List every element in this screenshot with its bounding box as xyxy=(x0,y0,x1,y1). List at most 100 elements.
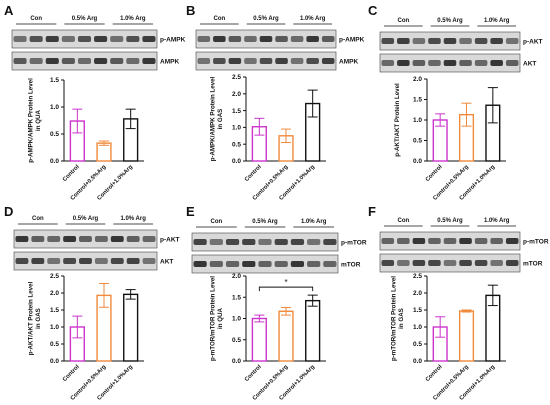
y-axis-label: p-mTOR/mTOR Protein Level xyxy=(390,276,397,361)
y-tick-label: 0.0 xyxy=(413,158,422,165)
y-tick-label: 1.0 xyxy=(50,104,59,111)
blot-band xyxy=(274,239,288,245)
y-axis-label: p-mTOR/mTOR Protein Level xyxy=(209,276,216,361)
blot-band xyxy=(397,238,410,244)
blot-band xyxy=(428,238,441,244)
y-tick-label: 0.5 xyxy=(413,341,422,348)
bar xyxy=(123,293,139,362)
blot-band xyxy=(142,236,156,242)
blot-band xyxy=(505,260,519,266)
y-tick-label: 1.0 xyxy=(413,324,422,331)
bar xyxy=(251,317,267,362)
blot-band xyxy=(290,261,305,267)
blot-band xyxy=(94,58,108,64)
y-tick-label: 2.0 xyxy=(50,290,59,297)
blot-group-label: Con xyxy=(210,219,222,225)
y-axis-label: in QUA xyxy=(217,307,224,328)
blot-band-label: AKT xyxy=(523,61,536,68)
blot-band xyxy=(15,236,29,242)
blot-band xyxy=(490,60,503,66)
blot-band xyxy=(110,36,124,42)
blot-group-label: 1.0% Arg xyxy=(484,218,510,224)
y-tick-label: 1.0 xyxy=(50,324,59,331)
bar xyxy=(458,310,475,362)
blot-band xyxy=(193,239,207,245)
blot-band xyxy=(275,58,288,64)
y-tick-label: 1.0 xyxy=(232,316,241,323)
blot-band xyxy=(428,38,441,44)
y-axis-label: p-AKT/AKT Protein Level xyxy=(27,281,34,355)
blot-band-label: p-AKT xyxy=(523,39,543,46)
blot-group-label: Con xyxy=(30,16,42,22)
blot-band xyxy=(126,58,140,64)
y-axis-label: in QUA xyxy=(35,109,42,130)
blot-band xyxy=(505,38,519,44)
y-axis-label: in GAS xyxy=(217,109,224,130)
x-tick-label: Control xyxy=(62,164,81,183)
blot-group-label: 1.0% Arg xyxy=(300,16,326,22)
blot-band xyxy=(228,58,242,64)
blot-band xyxy=(225,239,240,245)
blot-band-label: mTOR xyxy=(341,262,361,269)
blot-band xyxy=(110,258,124,264)
blot-band xyxy=(490,38,503,44)
blot-band xyxy=(443,60,457,66)
blot-band xyxy=(321,36,335,42)
blot-band xyxy=(505,60,519,66)
blot-band xyxy=(412,238,426,244)
blot-band xyxy=(474,260,488,266)
blot-band xyxy=(428,260,441,266)
y-axis-label: p-AKT/AKT Protein Level xyxy=(394,83,401,157)
y-tick-label: 2.0 xyxy=(232,273,241,280)
panel-e: E Con 0.5% Arg 1.0% Arg p-mTOR mTOR 0.0 0.5 1.0 1… xyxy=(186,204,367,402)
panel-letter: F xyxy=(368,204,376,219)
y-tick-label: 0.5 xyxy=(413,138,422,145)
blot-band xyxy=(443,238,457,244)
blot-band xyxy=(94,36,108,42)
blot-band-label: AKT xyxy=(160,259,173,266)
blot-band xyxy=(61,36,75,42)
x-tick-label: Control xyxy=(244,164,263,183)
blot-band xyxy=(142,58,156,64)
blot-band xyxy=(412,60,426,66)
blot-band xyxy=(126,258,140,264)
blot-group-label: 0.5% Arg xyxy=(437,18,463,24)
blot-group-label: 0.5% Arg xyxy=(73,216,99,222)
y-tick-label: 1.5 xyxy=(413,307,422,314)
x-tick-label: Control xyxy=(425,164,444,183)
blot-group-label: Con xyxy=(213,16,225,22)
y-tick-label: 2.5 xyxy=(50,273,59,280)
blot-band xyxy=(474,38,488,44)
y-tick-label: 2.5 xyxy=(232,74,241,81)
blot-band xyxy=(209,261,223,267)
blot-band xyxy=(31,258,45,264)
blot-band xyxy=(142,258,156,264)
blot-band xyxy=(428,60,441,66)
y-tick-label: 0.0 xyxy=(232,358,241,365)
significance-bracket xyxy=(258,286,314,292)
blot-band xyxy=(459,260,472,266)
significance-label: * xyxy=(284,278,287,287)
panel-a: A Con 0.5% Arg 1.0% Arg p-AMPK AMPK 0.0 0.5 1.0 1… xyxy=(4,3,186,202)
blot-band xyxy=(290,36,304,42)
blot-band xyxy=(47,258,61,264)
blot-band xyxy=(13,58,27,64)
blot-band-label: AMPK xyxy=(160,59,179,66)
panel-c: C Con 0.5% Arg 1.0% Arg p-AKT AKT 0.0 0.5 1.0 1.5… xyxy=(368,3,543,202)
blot-band xyxy=(290,58,304,64)
blot-band xyxy=(228,36,242,42)
blot-band xyxy=(290,239,305,245)
blot-band xyxy=(15,258,29,264)
blot-band xyxy=(412,38,426,44)
blot-band-label: mTOR xyxy=(523,261,543,268)
blot-group-label: Con xyxy=(32,216,44,222)
blot-band xyxy=(381,260,395,266)
blot-band xyxy=(258,261,272,267)
blot-band-label: AMPK xyxy=(339,59,358,66)
blot-band xyxy=(193,261,207,267)
y-axis-label: p-AMPK/AMPK Protein Level xyxy=(209,76,216,161)
blot-band-label: p-mTOR xyxy=(341,240,367,247)
blot-band xyxy=(29,36,43,42)
blot-band xyxy=(242,261,256,267)
